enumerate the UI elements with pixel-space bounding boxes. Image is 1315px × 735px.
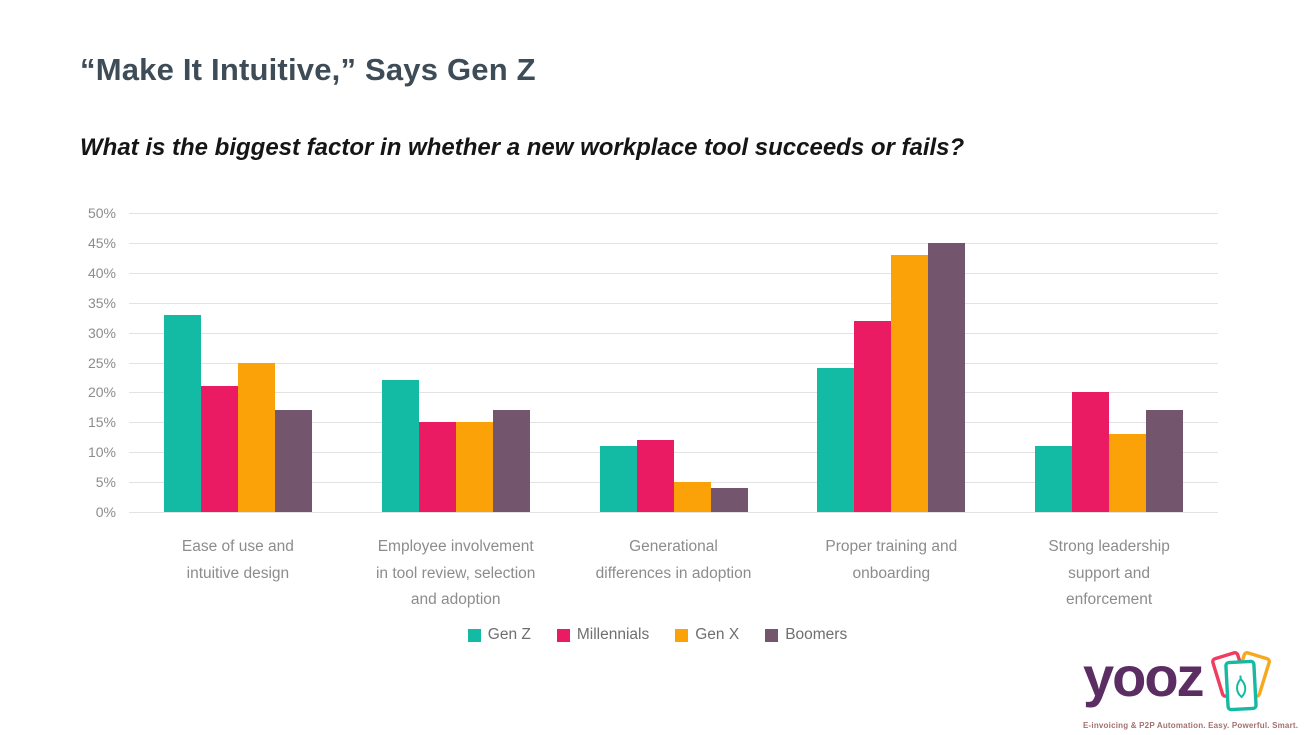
bar-chart-plot-area: 0% 5% 10% 15% 20% 25% 30% 35% 40% 45% 50% Ease of u… [88, 205, 1218, 608]
bar-gen-z-2 [599, 446, 637, 512]
legend-swatch-icon [556, 628, 570, 642]
chart-legend: Gen Z Millennials Gen X Boomers [0, 626, 1315, 644]
bar-millennials-3 [854, 320, 892, 512]
legend-label: Gen Z [487, 626, 531, 643]
bar-gen-z-4 [1035, 446, 1073, 512]
yooz-logo-row: yooz [1083, 646, 1309, 721]
bar-gen-z-1 [381, 380, 419, 512]
gridline-10 [129, 452, 1218, 454]
legend-item-gen-z: Gen Z [467, 626, 531, 644]
bar-boomers-1 [492, 410, 530, 512]
bar-gen-x-0 [237, 362, 275, 512]
legend-swatch-icon [467, 628, 481, 642]
gridline-0 [129, 512, 1218, 513]
x-axis-category-label: Generational differences in adoption [595, 538, 752, 582]
yooz-tagline: E-invoicing & P2P Automation. Easy. Powe… [1083, 721, 1299, 730]
gridline-20 [129, 392, 1218, 394]
gridline-15 [129, 422, 1218, 424]
bar-boomers-0 [274, 410, 312, 512]
bar-gen-x-2 [673, 482, 711, 512]
x-axis-category-label: Proper training and onboarding [825, 538, 958, 582]
y-axis-tick-label: 50% [87, 205, 116, 221]
y-axis-tick-label: 10% [87, 444, 116, 461]
x-axis-category-label: Ease of use and intuitive design [181, 538, 294, 582]
bar-millennials-4 [1072, 392, 1110, 512]
legend-item-boomers: Boomers [765, 626, 847, 644]
yooz-logo-text: yooz [1083, 645, 1205, 708]
legend-swatch-icon [675, 628, 689, 642]
legend-label: Boomers [785, 626, 848, 643]
bar-gen-x-4 [1109, 434, 1147, 512]
bar-millennials-1 [418, 422, 456, 512]
gridline-50 [129, 213, 1218, 214]
card-front-rect [1223, 659, 1258, 712]
bar-millennials-2 [636, 440, 674, 512]
y-axis-tick-label: 35% [87, 294, 116, 311]
x-axis-category-label: Strong leadership support and enforcement [1048, 538, 1170, 608]
page-title: “Make It Intuitive,” Says Gen Z [80, 52, 536, 87]
legend-label: Gen X [695, 626, 740, 643]
gridline-35 [129, 302, 1218, 304]
bar-gen-z-3 [817, 368, 855, 512]
bar-gen-z-0 [163, 314, 201, 512]
bar-gen-x-3 [891, 254, 929, 512]
y-axis-tick-label: 15% [87, 414, 116, 431]
bar-boomers-4 [1146, 410, 1184, 512]
yooz-logo: yooz E-invoicing & P2P Automation. Easy.… [1083, 646, 1309, 731]
y-axis-tick-label: 25% [87, 354, 116, 371]
yooz-logo-cards-icon [1209, 648, 1273, 721]
gridline-45 [129, 242, 1218, 244]
y-axis-tick-label: 45% [87, 234, 116, 251]
gridline-25 [129, 362, 1218, 364]
gridline-30 [129, 332, 1218, 334]
y-axis-tick-label: 0% [95, 504, 116, 520]
bar-millennials-0 [200, 386, 238, 512]
leaf-icon [1235, 675, 1246, 699]
legend-swatch-icon [765, 628, 779, 642]
y-axis-tick-label: 5% [95, 474, 116, 491]
bar-boomers-3 [928, 242, 966, 512]
legend-item-gen-x: Gen X [675, 626, 739, 644]
y-axis-tick-label: 30% [87, 324, 116, 341]
page-subtitle: What is the biggest factor in whether a … [80, 134, 965, 161]
legend-label: Millennials [576, 626, 650, 643]
gridline-40 [129, 272, 1218, 274]
bar-boomers-2 [710, 488, 748, 512]
x-axis-category-label: Employee involvement in tool review, sele… [375, 538, 536, 608]
legend-item-millennials: Millennials [556, 626, 650, 644]
bar-gen-x-1 [455, 422, 493, 512]
y-axis-tick-label: 40% [87, 264, 116, 281]
y-axis-tick-label: 20% [87, 384, 116, 401]
